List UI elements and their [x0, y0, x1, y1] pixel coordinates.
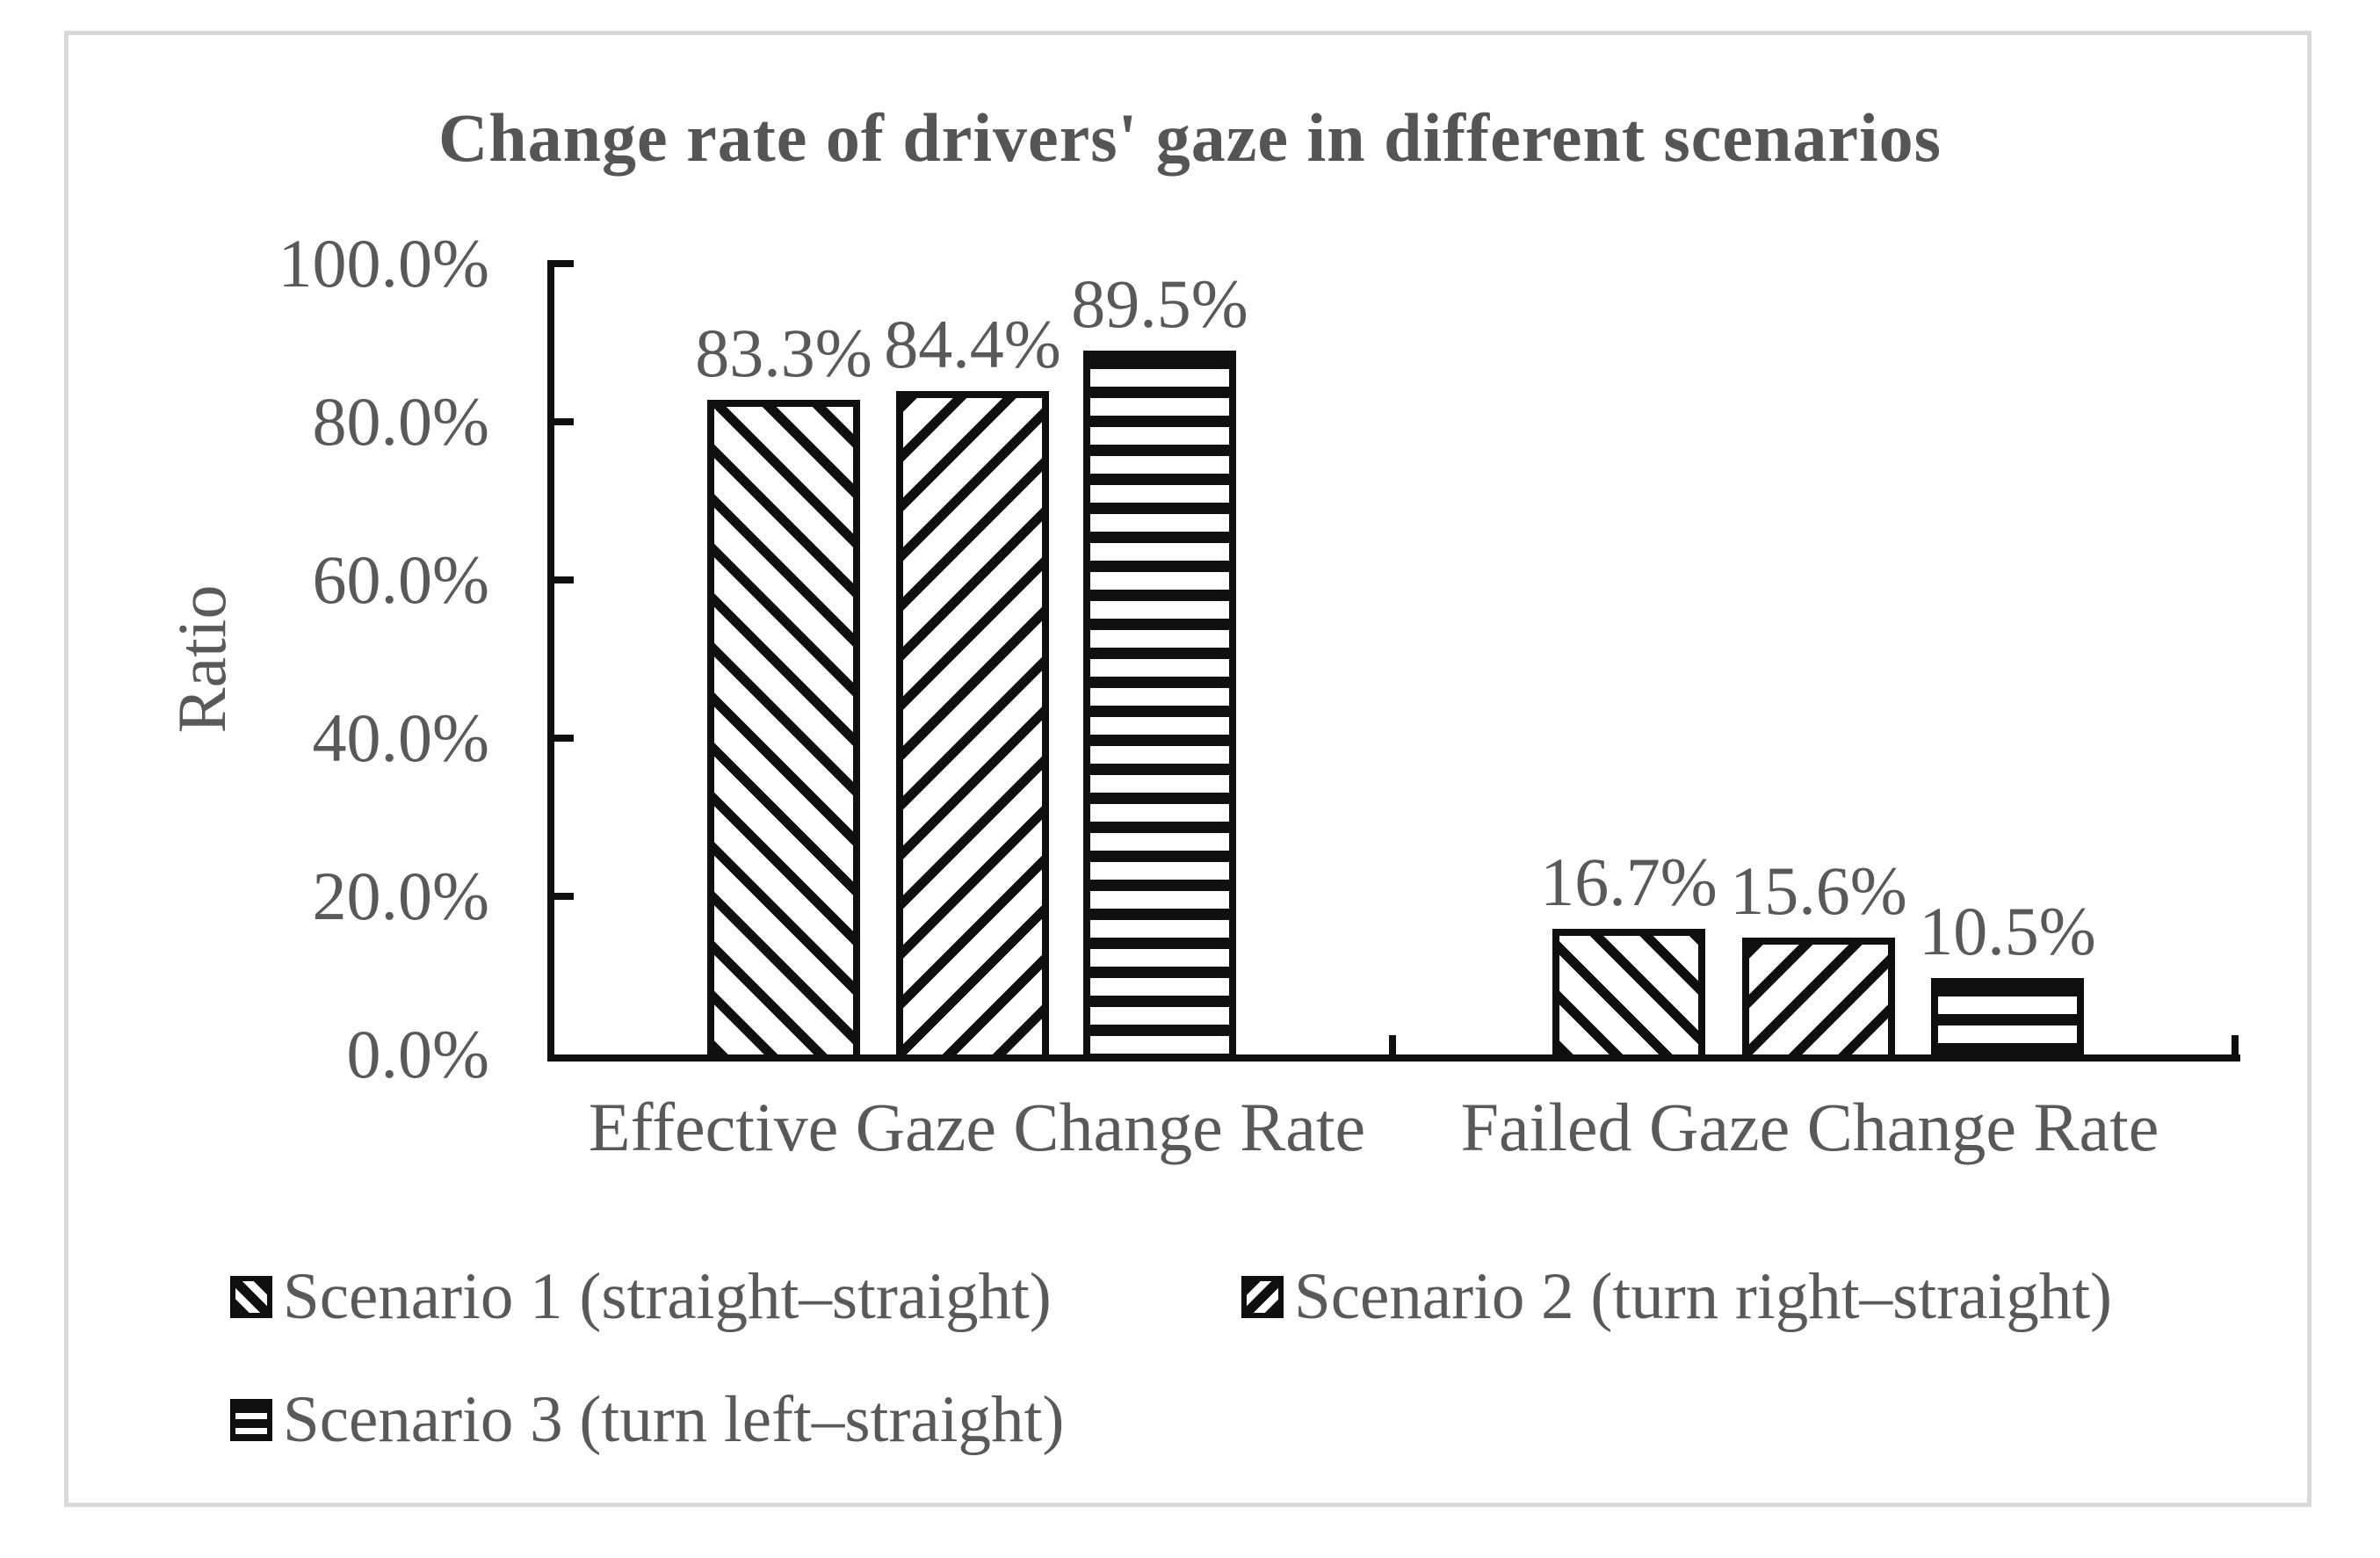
bar	[707, 400, 860, 1062]
y-axis-tick	[554, 893, 574, 900]
bar	[1742, 938, 1895, 1062]
y-axis-tick	[554, 576, 574, 583]
y-axis-tick-label: 0.0%	[346, 1016, 489, 1092]
y-axis-tick-label: 80.0%	[312, 383, 489, 460]
x-axis-category-label: Effective Gaze Change Rate	[588, 1089, 1366, 1165]
legend-item: Scenario 1 (straight–straight)	[230, 1260, 1052, 1333]
y-axis-tick	[554, 735, 574, 742]
legend-series-label: Scenario 1 (straight–straight)	[283, 1260, 1052, 1333]
legend-series-label: Scenario 3 (turn left–straight)	[283, 1383, 1065, 1456]
legend-swatch-diagonal-slash	[1241, 1276, 1284, 1318]
legend-swatch-horizontal-lines	[230, 1399, 272, 1441]
y-axis-tick	[554, 418, 574, 425]
y-axis-tick	[554, 260, 574, 267]
legend-item: Scenario 3 (turn left–straight)	[230, 1383, 1064, 1456]
y-axis-tick-label: 20.0%	[312, 858, 489, 934]
bar-value-label: 89.5%	[1071, 265, 1248, 342]
bar-value-label: 15.6%	[1730, 852, 1907, 929]
x-axis-line	[547, 1054, 2240, 1062]
y-axis-tick-label: 60.0%	[312, 541, 489, 618]
bar-value-label: 10.5%	[1919, 893, 2096, 969]
legend-item: Scenario 2 (turn right–straight)	[1241, 1260, 2112, 1333]
y-axis-tick-label: 40.0%	[312, 699, 489, 776]
chart-title: Change rate of drivers' gaze in differen…	[438, 99, 1942, 176]
x-axis-category-label: Failed Gaze Change Rate	[1460, 1089, 2159, 1165]
bar-value-label: 84.4%	[884, 306, 1061, 382]
legend-series-label: Scenario 2 (turn right–straight)	[1294, 1260, 2113, 1333]
bar-value-label: 83.3%	[695, 315, 872, 391]
y-axis-tick-label: 100.0%	[278, 225, 489, 301]
x-axis-tick	[1389, 1035, 1396, 1054]
bar-value-label: 16.7%	[1540, 844, 1718, 920]
bar	[1083, 351, 1236, 1062]
bar	[896, 391, 1049, 1062]
x-axis-tick	[2232, 1035, 2239, 1054]
bar	[1552, 929, 1705, 1062]
y-axis-line	[547, 260, 554, 1062]
bar	[1931, 978, 2084, 1062]
legend-swatch-diagonal-backslash	[230, 1276, 272, 1318]
